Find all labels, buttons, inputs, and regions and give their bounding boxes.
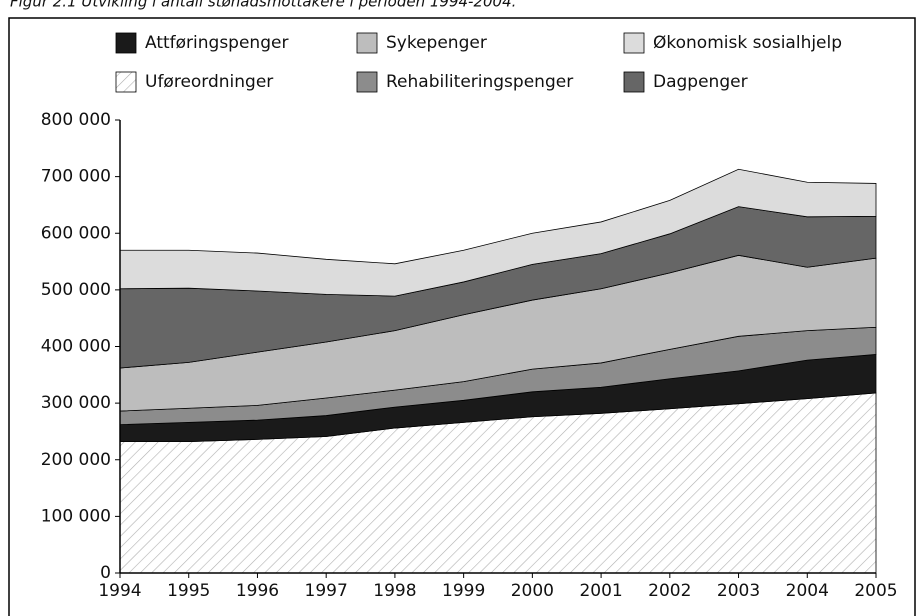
- x-tick-label: 1997: [305, 581, 348, 601]
- legend-label: Attføringspenger: [145, 33, 288, 53]
- x-tick-label: 1999: [442, 581, 485, 601]
- x-tick-label: 2000: [511, 581, 554, 601]
- chart-title: Figur 2.1 Utvikling i antall stønadsmott…: [10, 0, 516, 11]
- x-tick-label: 2005: [854, 581, 897, 601]
- x-tick-label: 1995: [167, 581, 210, 601]
- y-tick-label: 0: [100, 563, 111, 583]
- legend-swatch: [623, 71, 645, 93]
- y-tick-label: 600 000: [41, 223, 111, 243]
- x-tick-label: 1994: [98, 581, 141, 601]
- area: [119, 168, 877, 297]
- legend-label: Uføreordninger: [145, 72, 273, 92]
- legend-swatch: [356, 32, 378, 54]
- legend-swatch: [115, 32, 137, 54]
- y-tick-label: 100 000: [41, 506, 111, 526]
- y-tick-label: 800 000: [41, 110, 111, 130]
- frame: [8, 17, 916, 616]
- y-tick-label: 400 000: [41, 337, 111, 357]
- y-tick-label: 200 000: [41, 450, 111, 470]
- x-tick-label: 1998: [373, 581, 416, 601]
- legend-label: Rehabiliteringspenger: [386, 72, 573, 92]
- y-tick-label: 500 000: [41, 280, 111, 300]
- legend-label: Sykepenger: [386, 33, 487, 53]
- x-tick-label: 2002: [648, 581, 691, 601]
- legend-swatch: [115, 71, 137, 93]
- x-tick-label: 1996: [236, 581, 279, 601]
- legend-swatch: [356, 71, 378, 93]
- legend-label: Økonomisk sosialhjelp: [653, 33, 842, 53]
- x-tick-label: 2001: [579, 581, 622, 601]
- legend-label: Dagpenger: [653, 72, 748, 92]
- legend-swatch: [623, 32, 645, 54]
- y-tick-label: 300 000: [41, 393, 111, 413]
- y-tick-label: 700 000: [41, 167, 111, 187]
- x-tick-label: 2004: [786, 581, 829, 601]
- x-tick-label: 2003: [717, 581, 760, 601]
